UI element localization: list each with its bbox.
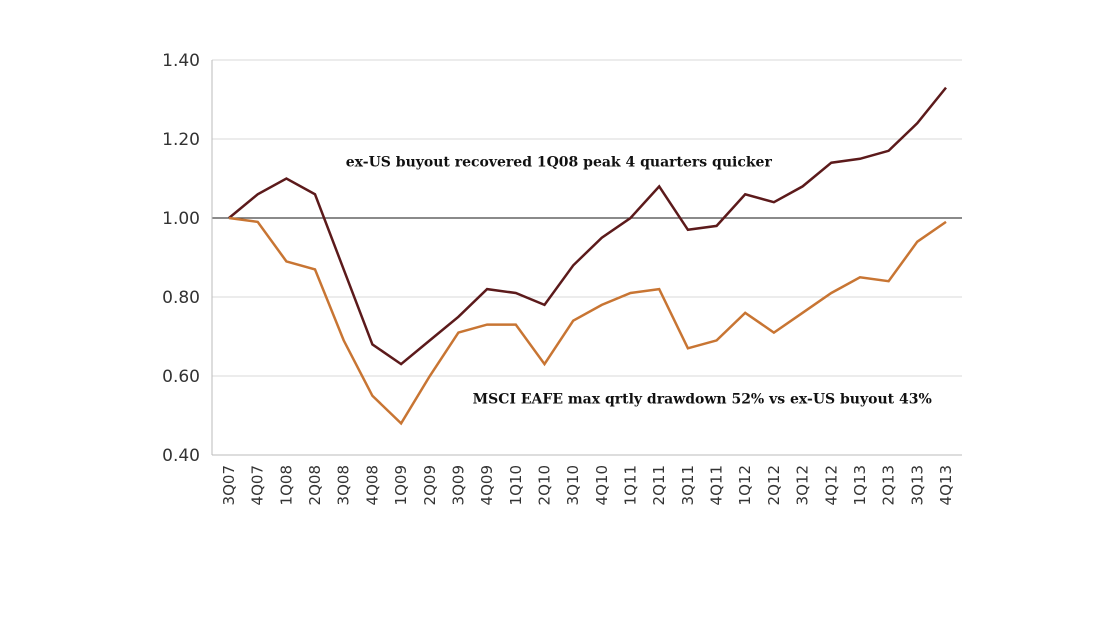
x-tick-label: 2Q13 [880, 465, 898, 505]
x-tick-label: 4Q11 [708, 465, 726, 505]
x-tick-label: 3Q10 [564, 465, 582, 505]
x-tick-label: 2Q11 [650, 465, 668, 505]
x-tick-label: 3Q08 [335, 465, 353, 505]
y-tick-label: 0.60 [162, 367, 200, 387]
series-lines [228, 86, 947, 426]
x-tick-label: 1Q08 [277, 465, 295, 505]
x-tick-label: 1Q13 [851, 465, 869, 505]
x-tick-label: 2Q12 [765, 465, 783, 505]
y-tick-label: 1.00 [162, 209, 200, 229]
annotation-text: MSCI EAFE max qrtly drawdown 52% vs ex-U… [473, 392, 932, 408]
x-tick-label: 4Q09 [478, 465, 496, 505]
x-tick-label: 1Q10 [507, 465, 525, 505]
gridlines [211, 59, 962, 456]
x-tick-label: 2Q08 [306, 465, 324, 505]
x-tick-label: 3Q13 [908, 465, 926, 505]
x-axis-ticks: 3Q07 4Q07 1Q08 2Q08 3Q08 4Q08 1Q09 2Q09 3Q09 4Q09… [220, 465, 955, 505]
x-tick-label: 1Q09 [392, 465, 410, 505]
annotations: ex-US buyout recovered 1Q08 peak 4 quart… [346, 155, 932, 408]
x-tick-label: 3Q12 [794, 465, 812, 505]
x-tick-label: 4Q07 [249, 465, 267, 505]
x-tick-label: 1Q11 [622, 465, 640, 505]
series-line-ex-us-buyout [228, 86, 947, 366]
y-axis-ticks: 0.40 0.60 0.80 1.00 1.20 1.40 [162, 51, 200, 466]
x-tick-label: 4Q12 [822, 465, 840, 505]
y-tick-label: 1.40 [162, 51, 200, 71]
x-tick-label: 3Q11 [679, 465, 697, 505]
series-line-msci-eafe [228, 216, 947, 426]
x-tick-label: 4Q13 [937, 465, 955, 505]
x-tick-label: 4Q08 [363, 465, 381, 505]
x-tick-label: 1Q12 [736, 465, 754, 505]
x-tick-label: 2Q10 [535, 465, 553, 505]
x-tick-label: 3Q09 [449, 465, 467, 505]
annotation-text: ex-US buyout recovered 1Q08 peak 4 quart… [346, 155, 773, 171]
x-tick-label: 4Q10 [593, 465, 611, 505]
y-tick-label: 0.40 [162, 446, 200, 466]
x-tick-label: 2Q09 [421, 465, 439, 505]
y-tick-label: 1.20 [162, 130, 200, 150]
x-tick-label: 3Q07 [220, 465, 238, 505]
y-tick-label: 0.80 [162, 288, 200, 308]
